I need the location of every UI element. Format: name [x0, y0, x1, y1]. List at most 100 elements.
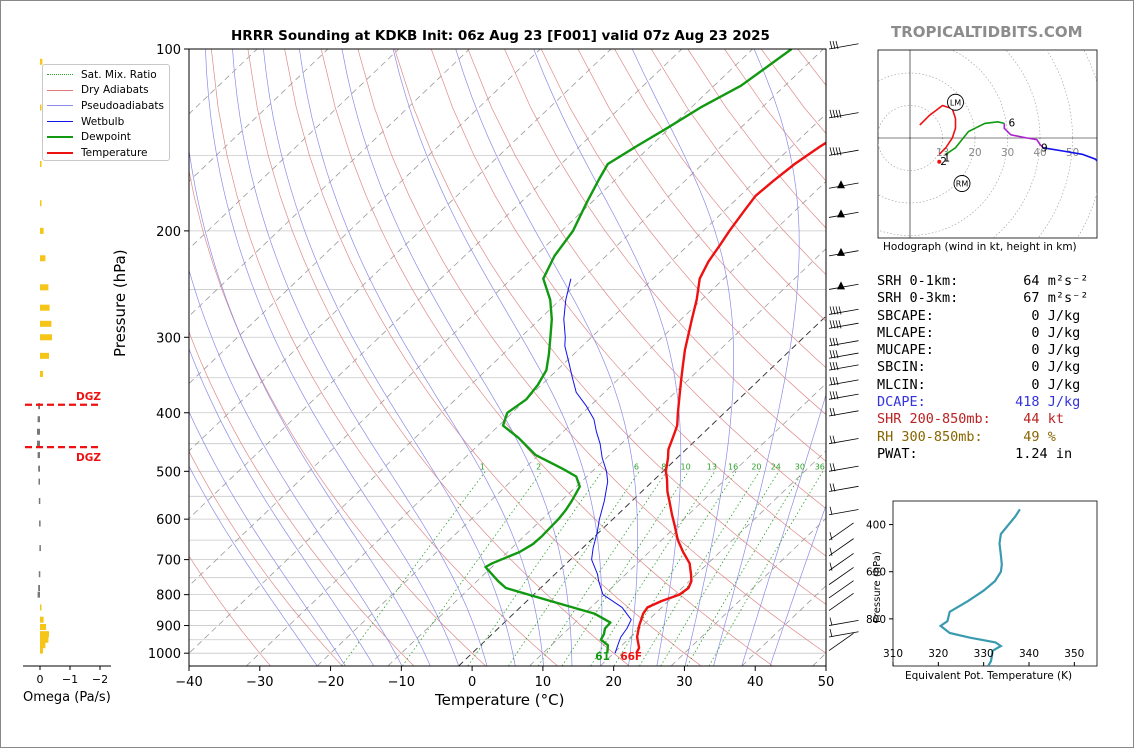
theta-y-axis-label: Pressure (hPa)	[872, 551, 883, 623]
barb-shaft	[828, 393, 859, 400]
barb-feather	[829, 547, 833, 556]
barb-shaft	[828, 352, 859, 359]
dry-adiabat	[540, 49, 826, 415]
x-tick-label: 50	[818, 675, 835, 690]
param-value: 0	[1007, 342, 1040, 359]
barb-feather	[835, 40, 839, 50]
barb-shaft	[828, 631, 859, 638]
barb-feather	[838, 109, 842, 118]
omega-bar	[37, 440, 40, 447]
omega-tick-label: −2	[92, 673, 108, 686]
mixing-ratio-line	[537, 471, 668, 666]
sounding-parameters: SRH 0-1km: 64 m²s⁻² SRH 0-3km: 67 m²s⁻² SB…	[877, 273, 1088, 463]
dry-adiabat	[320, 49, 774, 666]
param-label: PWAT:	[877, 445, 1008, 462]
barb-feather	[829, 628, 833, 638]
barb-feather	[835, 350, 839, 359]
y-tick-label: 600	[156, 513, 181, 528]
omega-bar	[38, 498, 41, 505]
wind-barb	[828, 209, 859, 218]
barb-shaft	[828, 567, 854, 585]
pseudoadiabat	[741, 393, 826, 666]
param-value: 0	[1007, 376, 1040, 393]
param-unit: %	[1039, 428, 1056, 445]
param-label: SRH 0-3km:	[877, 290, 1008, 307]
pseudoadiabat	[392, 49, 603, 666]
wind-barb	[828, 593, 854, 611]
omega-bar	[40, 624, 46, 631]
pseudoadiabat	[189, 465, 318, 666]
omega-bar	[38, 478, 40, 485]
pseudoadiabat	[263, 49, 516, 666]
param-unit: m²s⁻²	[1039, 273, 1089, 289]
dry-adiabat	[189, 450, 343, 666]
pseudoadiabat	[455, 49, 638, 666]
x-tick-label: −10	[388, 675, 415, 690]
param-unit: J/kg	[1039, 307, 1081, 324]
barb-shaft	[828, 43, 859, 50]
barb-feather	[832, 391, 836, 400]
wind-barb	[828, 320, 859, 329]
x-tick-label: −30	[246, 675, 273, 690]
legend-item-pseudoadiabats: Pseudoadiabats	[47, 98, 169, 114]
barb-feather	[832, 147, 836, 156]
wind-barb	[828, 580, 854, 599]
barb-shaft	[828, 250, 859, 257]
barb-shaft	[828, 340, 859, 347]
pseudoadiabat	[299, 49, 544, 666]
param-label: MLCAPE:	[877, 324, 1008, 341]
wind-barb	[828, 463, 859, 472]
surface-temp-label: 66F	[620, 651, 642, 663]
hodograph-ring-label: 30	[1001, 147, 1014, 159]
wind-barb	[828, 391, 859, 400]
wind-barb	[828, 407, 859, 417]
wind-barb	[828, 40, 859, 50]
isotherm	[189, 49, 683, 519]
mixing-ratio-label: 24	[771, 462, 781, 471]
omega-bar	[39, 545, 41, 552]
isotherm	[189, 49, 612, 452]
param-unit: J/kg	[1039, 342, 1081, 359]
omega-bar	[40, 636, 49, 643]
dewpoint-line	[484, 49, 793, 654]
param-row: PWAT: 1.24 in	[877, 446, 1088, 463]
wind-barb	[828, 522, 854, 541]
omega-bar	[40, 284, 49, 291]
barb-shaft	[828, 364, 859, 371]
barb-feather	[832, 306, 836, 315]
param-value: 0	[1007, 307, 1040, 324]
omega-axis-label: Omega (Pa/s)	[23, 690, 111, 705]
x-axis-label: Temperature (°C)	[435, 691, 565, 709]
param-label: DCAPE:	[877, 394, 1008, 411]
dry-adiabat	[614, 49, 826, 322]
legend-label: Temperature	[81, 146, 148, 159]
param-value: 0	[1007, 324, 1040, 341]
y-tick-label: 300	[156, 331, 181, 346]
barb-feather	[835, 337, 839, 346]
temperature-line	[635, 141, 826, 654]
mixing-ratio-label: 6	[634, 462, 639, 471]
omega-bar	[37, 416, 40, 423]
param-value: 49	[1007, 428, 1040, 445]
hodograph-surface-dot	[937, 159, 942, 164]
hodograph-ring-label: 20	[968, 147, 981, 159]
omega-bar	[38, 571, 41, 578]
barb-shaft	[828, 522, 854, 541]
omega-bar	[40, 334, 52, 341]
legend-item-wetbulb: Wetbulb	[47, 114, 169, 130]
param-value: 64	[1007, 273, 1040, 289]
barb-shaft	[828, 211, 859, 218]
wind-barb	[828, 147, 859, 156]
y-tick-label: 400	[156, 407, 181, 422]
param-unit: J/kg	[1039, 324, 1081, 341]
hodograph-caption: Hodograph (wind in kt, height in km)	[883, 241, 1077, 253]
hodograph-height-label: 9	[1041, 142, 1048, 154]
isotherm	[189, 49, 824, 654]
barb-feather	[832, 320, 836, 329]
barb-feather	[829, 377, 833, 386]
dry-adiabat	[504, 49, 826, 462]
barb-shaft	[828, 580, 854, 599]
omega-bar	[39, 520, 41, 527]
legend-swatch	[47, 105, 73, 107]
hodograph-segment	[945, 120, 1005, 155]
